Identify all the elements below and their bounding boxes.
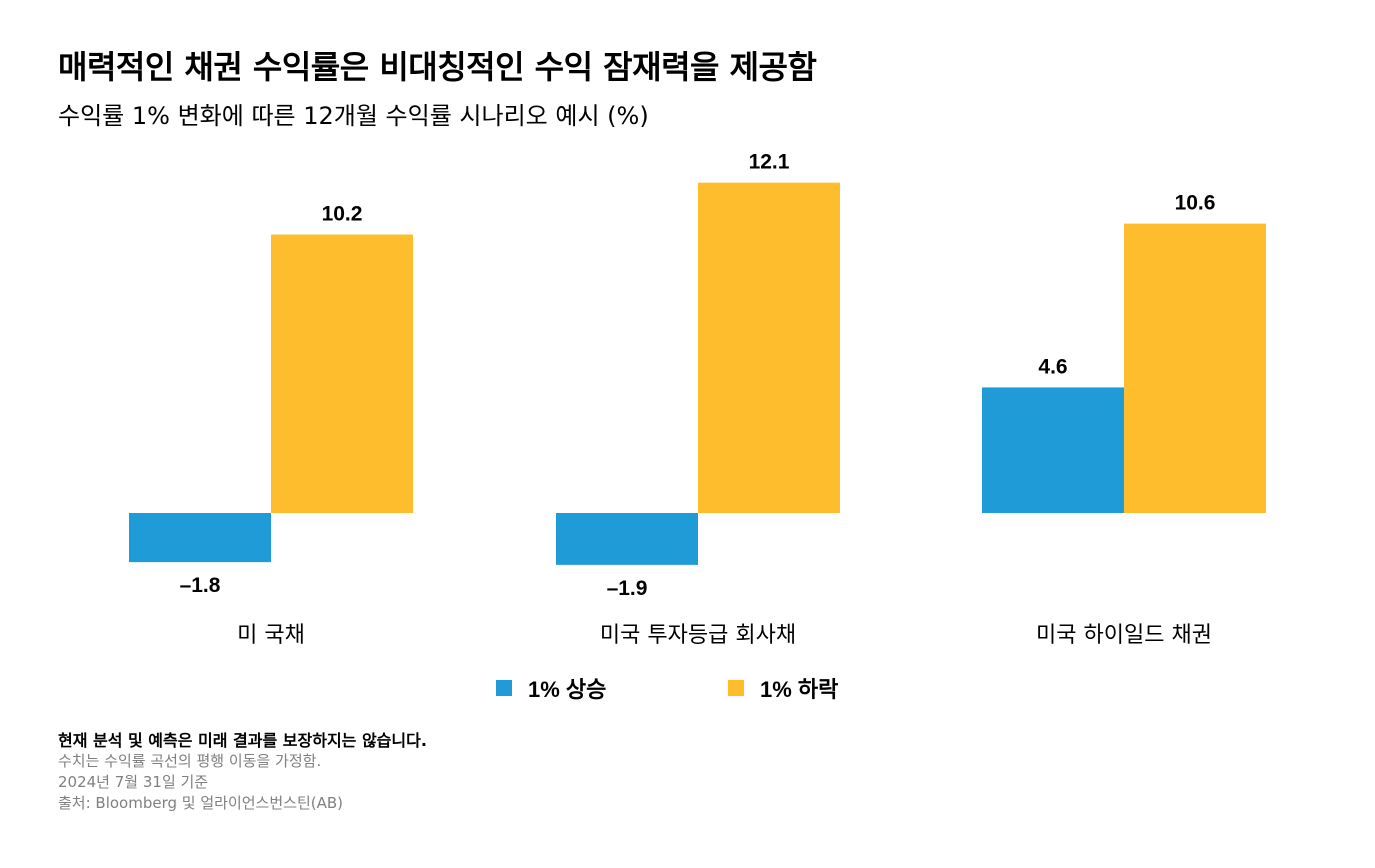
legend-swatch-fall	[728, 680, 744, 696]
legend-swatch-rise	[496, 680, 512, 696]
data-label: 12.1	[749, 151, 790, 174]
bar-fall	[698, 182, 840, 514]
data-label: 10.6	[1175, 192, 1216, 215]
legend-item-rise: 1% 상승	[496, 672, 606, 704]
bar-fall	[271, 234, 413, 514]
chart-title: 매력적인 채권 수익률은 비대칭적인 수익 잠재력을 제공함	[58, 48, 817, 86]
footer: 현재 분석 및 예측은 미래 결과를 보장하지는 않습니다. 수치는 수익률 곡…	[58, 730, 427, 814]
data-label: –1.9	[607, 577, 648, 600]
category-label: 미 국채	[237, 623, 305, 648]
chart-subtitle: 수익률 1% 변화에 따른 12개월 수익률 시나리오 예시 (%)	[58, 102, 649, 130]
chart-legend: 1% 상승 1% 하락	[0, 672, 1375, 702]
bar-rise	[556, 513, 698, 565]
bar-rise	[129, 513, 271, 563]
footer-disclaimer: 현재 분석 및 예측은 미래 결과를 보장하지는 않습니다.	[58, 731, 427, 750]
bar-chart: –1.8 10.2 미 국채 –1.9 12.1 미국 투자등급 회사채 4.6 10.6 미국…	[129, 151, 1266, 648]
legend-label-fall: 1% 하락	[760, 677, 839, 702]
footer-note: 출처: Bloomberg 및 얼라이언스번스틴(AB)	[58, 794, 344, 812]
data-label: 10.2	[322, 203, 363, 226]
footer-note: 수치는 수익률 곡선의 평행 이동을 가정함.	[58, 752, 322, 770]
data-label: –1.8	[180, 574, 221, 597]
legend-item-fall: 1% 하락	[728, 672, 838, 704]
data-label: 4.6	[1038, 355, 1067, 378]
category-label: 미국 투자등급 회사채	[600, 623, 796, 648]
bar-fall	[1124, 223, 1266, 513]
footer-note: 2024년 7월 31일 기준	[58, 773, 209, 791]
bar-rise	[982, 387, 1124, 513]
legend-label-rise: 1% 상승	[528, 677, 607, 702]
category-label: 미국 하이일드 채권	[1036, 623, 1212, 648]
